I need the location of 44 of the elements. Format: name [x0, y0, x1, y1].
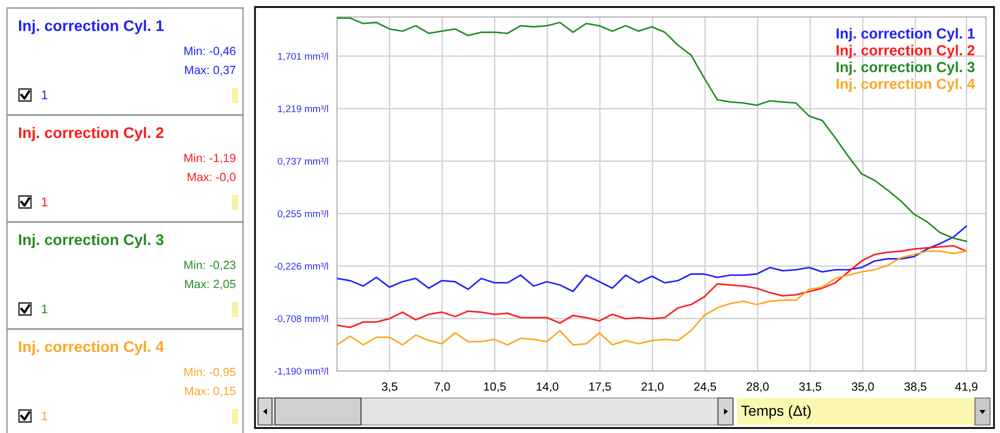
text: 1 [42, 90, 48, 100]
x-tick-label: 21,0 [642, 382, 664, 392]
text: Min: -0,46 [184, 46, 236, 57]
x-tick-label: 7,0 [434, 382, 450, 392]
text: Inj. correction Cyl. 2 [836, 44, 974, 58]
x-tick-label: 28,0 [746, 382, 769, 392]
y-tick-label: -0,226 mm³/l [274, 262, 328, 271]
text: Max: -0,0 [188, 172, 236, 183]
text: Min: -1,19 [184, 153, 236, 164]
text: Max: 2,05 [185, 280, 236, 290]
text: Max: 0,37 [185, 66, 236, 76]
line-series [337, 244, 968, 328]
text: 1 [42, 304, 48, 314]
text: Inj. correction Cyl. 1 [19, 20, 164, 34]
y-tick-label: -1,190 mm³/l [274, 367, 328, 376]
y-tick-label: 0,737 mm³/l [278, 158, 328, 166]
line-series [337, 225, 968, 292]
x-tick-label: 14,0 [536, 382, 558, 392]
text: Min: -0,95 [184, 367, 236, 378]
line-series [337, 17, 968, 242]
text: Inj. correction Cyl. 1 [836, 28, 975, 42]
text: Inj. correction Cyl. 4 [836, 78, 975, 92]
text: Inj. correction Cyl. 4 [19, 340, 164, 356]
x-tick-label: 17,5 [589, 382, 611, 392]
x-tick-label: 31,5 [799, 382, 822, 392]
y-tick-label: 0,255 mm³/l [278, 210, 328, 218]
text: Max: 0,15 [185, 386, 236, 397]
x-tick-label: 35,0 [852, 382, 874, 392]
x-tick-label: 41,9 [955, 382, 978, 392]
text: Inj. correction Cyl. 3 [836, 62, 975, 76]
text: Inj. correction Cyl. 3 [19, 234, 164, 248]
x-axis-title: Temps (Δt) [741, 405, 811, 419]
y-tick-label: 1,219 mm³/l [278, 105, 328, 114]
x-tick-label: 24,5 [694, 382, 716, 392]
x-tick-label: 10,5 [484, 382, 506, 392]
y-tick-label: -0,708 mm³/l [274, 314, 328, 324]
x-tick-label: 38,5 [904, 382, 926, 392]
x-tick-label: 3,5 [382, 382, 398, 392]
line-series [337, 250, 968, 346]
y-tick-label: 1,701 mm³/l [278, 52, 328, 61]
text: Min: -0,23 [184, 260, 236, 271]
text: Inj. correction Cyl. 2 [19, 126, 164, 142]
text: 1 [42, 198, 48, 206]
text: 1 [42, 412, 48, 420]
